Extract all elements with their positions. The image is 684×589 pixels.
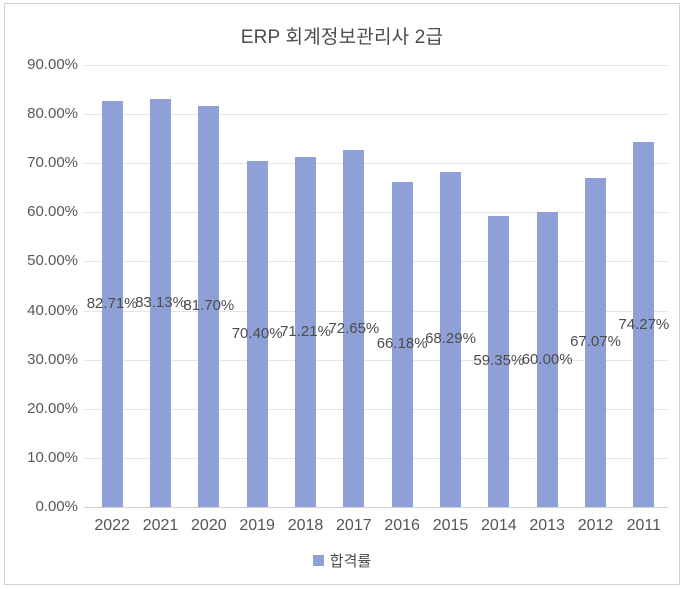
data-label-2021: 83.13%: [135, 293, 186, 311]
data-label-2011: 74.27%: [618, 315, 670, 333]
bar-2019: [246, 161, 268, 507]
bar-2015: [440, 171, 461, 507]
x-tick-label-2011: 2011: [626, 517, 662, 534]
x-tick-label-2020: 2020: [191, 517, 227, 534]
gridline: [84, 65, 668, 66]
y-tick-label: 30.00%: [27, 350, 78, 368]
data-label-2019: 70.40%: [231, 325, 283, 343]
bar-2013: [536, 212, 558, 507]
gridline: [84, 212, 668, 214]
y-tick-label: 60.00%: [27, 203, 78, 221]
gridline: [84, 408, 668, 410]
bar-2017: [343, 150, 365, 507]
gridline: [84, 114, 668, 116]
bar-2018: [295, 157, 316, 507]
chart-title: ERP 회계정보관리사 2급: [240, 27, 444, 48]
bar-2012: [585, 177, 606, 507]
x-axis-line: [84, 507, 668, 508]
data-label-2020: 81.70%: [183, 297, 235, 315]
x-tick-label-2022: 2022: [94, 517, 130, 534]
data-label-2016: 66.18%: [376, 335, 428, 353]
x-tick-label-2013: 2013: [529, 517, 565, 534]
y-tick-label: 10.00%: [27, 448, 78, 466]
y-tick-label: 20.00%: [27, 399, 78, 417]
data-label-2018: 71.21%: [280, 323, 331, 341]
x-tick-label-2018: 2018: [287, 517, 324, 534]
legend-label: 합격률: [329, 553, 372, 570]
y-tick-label: 40.00%: [27, 301, 78, 319]
gridline: [84, 163, 668, 165]
bar-2020: [198, 105, 220, 507]
data-label-2022: 82.71%: [86, 294, 138, 312]
data-label-2014: 59.35%: [473, 352, 525, 370]
bar-2014: [488, 215, 510, 507]
x-tick-label-2019: 2019: [239, 517, 275, 534]
data-label-2015: 68.29%: [425, 330, 476, 348]
gridline: [84, 310, 668, 312]
legend: 합격률: [0, 550, 684, 571]
bar-2021: [150, 98, 171, 507]
x-tick-label-2012: 2012: [577, 517, 614, 534]
data-label-2017: 72.65%: [328, 319, 380, 337]
y-tick-label: 90.00%: [27, 56, 78, 73]
y-tick-label: 70.00%: [27, 154, 78, 172]
bar-2016: [391, 181, 413, 507]
data-label-2013: 60.00%: [521, 350, 573, 368]
y-tick-label: 80.00%: [27, 105, 78, 123]
x-tick-label-2016: 2016: [384, 517, 420, 534]
gridline: [84, 359, 668, 361]
gridline: [84, 261, 668, 263]
x-tick-label-2017: 2017: [336, 517, 372, 534]
x-tick-label-2014: 2014: [481, 517, 517, 534]
x-tick-label-2015: 2015: [432, 517, 469, 534]
legend-swatch-icon: [312, 555, 324, 566]
y-tick-label: 0.00%: [35, 498, 78, 515]
bar-2022: [101, 100, 123, 507]
x-tick-label-2021: 2021: [142, 517, 179, 534]
bar-2011: [633, 142, 655, 507]
y-tick-label: 50.00%: [27, 252, 78, 270]
data-label-2012: 67.07%: [570, 333, 621, 351]
gridline: [84, 457, 668, 459]
